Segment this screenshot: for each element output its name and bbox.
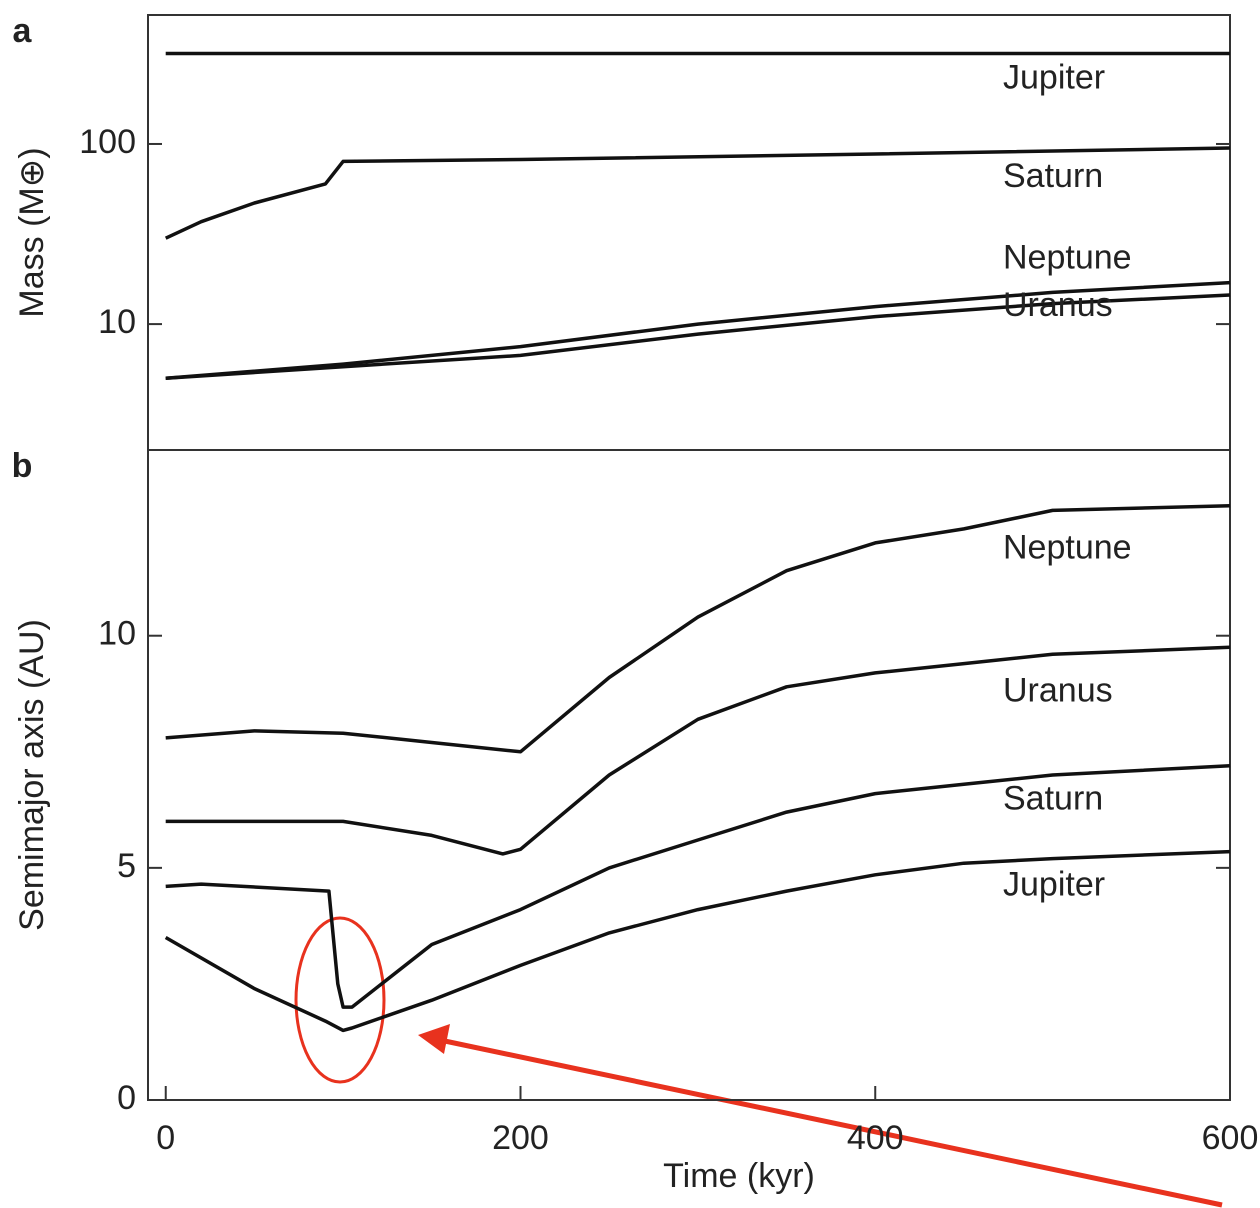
series-line <box>165 503 1231 754</box>
y-tick-label: 0 <box>117 1079 136 1117</box>
x-tick-label: 600 <box>1202 1119 1259 1157</box>
y-tick-label: 5 <box>117 847 136 885</box>
highlight-ellipse <box>294 916 386 1084</box>
series-label: Uranus <box>1003 286 1113 324</box>
series-line <box>165 763 1231 1009</box>
series-label: Uranus <box>1003 671 1113 709</box>
series-line <box>164 849 1231 1033</box>
x-tick-label: 200 <box>492 1119 549 1157</box>
y-tick-label: 10 <box>98 615 136 653</box>
panel-label: a <box>13 12 33 50</box>
panel-label: b <box>12 447 33 485</box>
y-axis-label: Mass (M⊕) <box>13 147 51 317</box>
arrow-head <box>418 1024 450 1054</box>
x-tick-label: 0 <box>156 1119 175 1157</box>
series-line <box>165 293 1231 381</box>
y-tick-label: 100 <box>79 123 136 161</box>
series-line <box>165 280 1231 381</box>
series-label: Neptune <box>1003 529 1132 567</box>
series-label: Saturn <box>1003 157 1103 195</box>
x-tick-label: 400 <box>847 1119 904 1157</box>
arrow-shaft <box>439 1037 1223 1208</box>
series-line <box>164 146 1231 240</box>
series-label: Jupiter <box>1003 58 1105 96</box>
series-label: Saturn <box>1003 780 1103 818</box>
x-axis-label: Time (kyr) <box>663 1157 815 1195</box>
y-tick-label: 10 <box>98 303 136 341</box>
series-line <box>165 645 1231 856</box>
series-label: Neptune <box>1003 239 1132 277</box>
y-axis-label: Semimajor axis (AU) <box>13 619 51 931</box>
plot-frame <box>147 449 1231 1101</box>
series-label: Jupiter <box>1003 866 1105 904</box>
